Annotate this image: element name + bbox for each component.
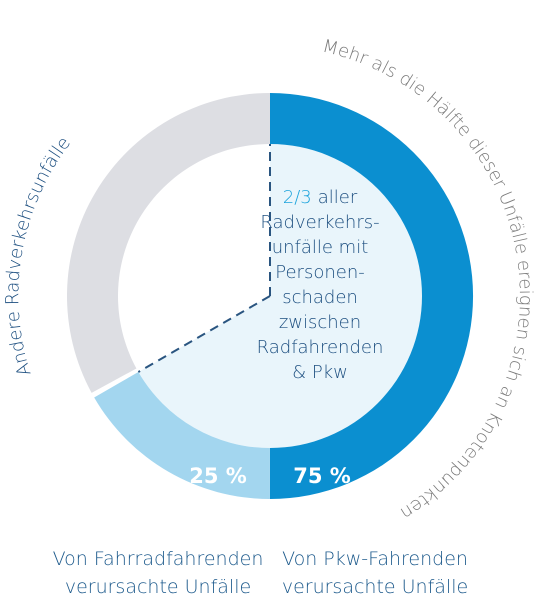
category-label: Von Pkw-Fahrenden xyxy=(282,548,468,570)
rest-segment xyxy=(67,93,271,393)
value-label: 25 % xyxy=(189,464,247,488)
category-label: Von Fahrradfahrenden xyxy=(53,548,264,570)
center-note-line: Radfahrenden xyxy=(257,337,384,358)
center-note-line: schaden xyxy=(282,287,358,308)
center-note-line: Personen- xyxy=(275,262,364,283)
center-note-line: aller xyxy=(318,187,358,208)
dash-line xyxy=(137,295,271,373)
center-note-line: unfälle mit xyxy=(272,237,369,258)
center-note-line: Radverkehrs- xyxy=(260,212,379,233)
category-label: verursachte Unfälle xyxy=(282,576,468,598)
rest-label: Andere Radverkehrsunfälle xyxy=(2,133,75,379)
center-note-line: & Pkw xyxy=(292,362,348,383)
share-label: 2/3 xyxy=(283,187,312,208)
donut-segment xyxy=(94,371,270,499)
share-fill xyxy=(138,144,423,448)
category-label: verursachte Unfälle xyxy=(65,576,251,598)
value-label: 75 % xyxy=(293,464,351,488)
rest-label-path: Andere Radverkehrsunfälle xyxy=(2,133,75,379)
donut-segment xyxy=(269,92,474,499)
center-note-line: zwischen xyxy=(279,312,361,333)
center-note: 2/3 aller xyxy=(283,187,358,208)
